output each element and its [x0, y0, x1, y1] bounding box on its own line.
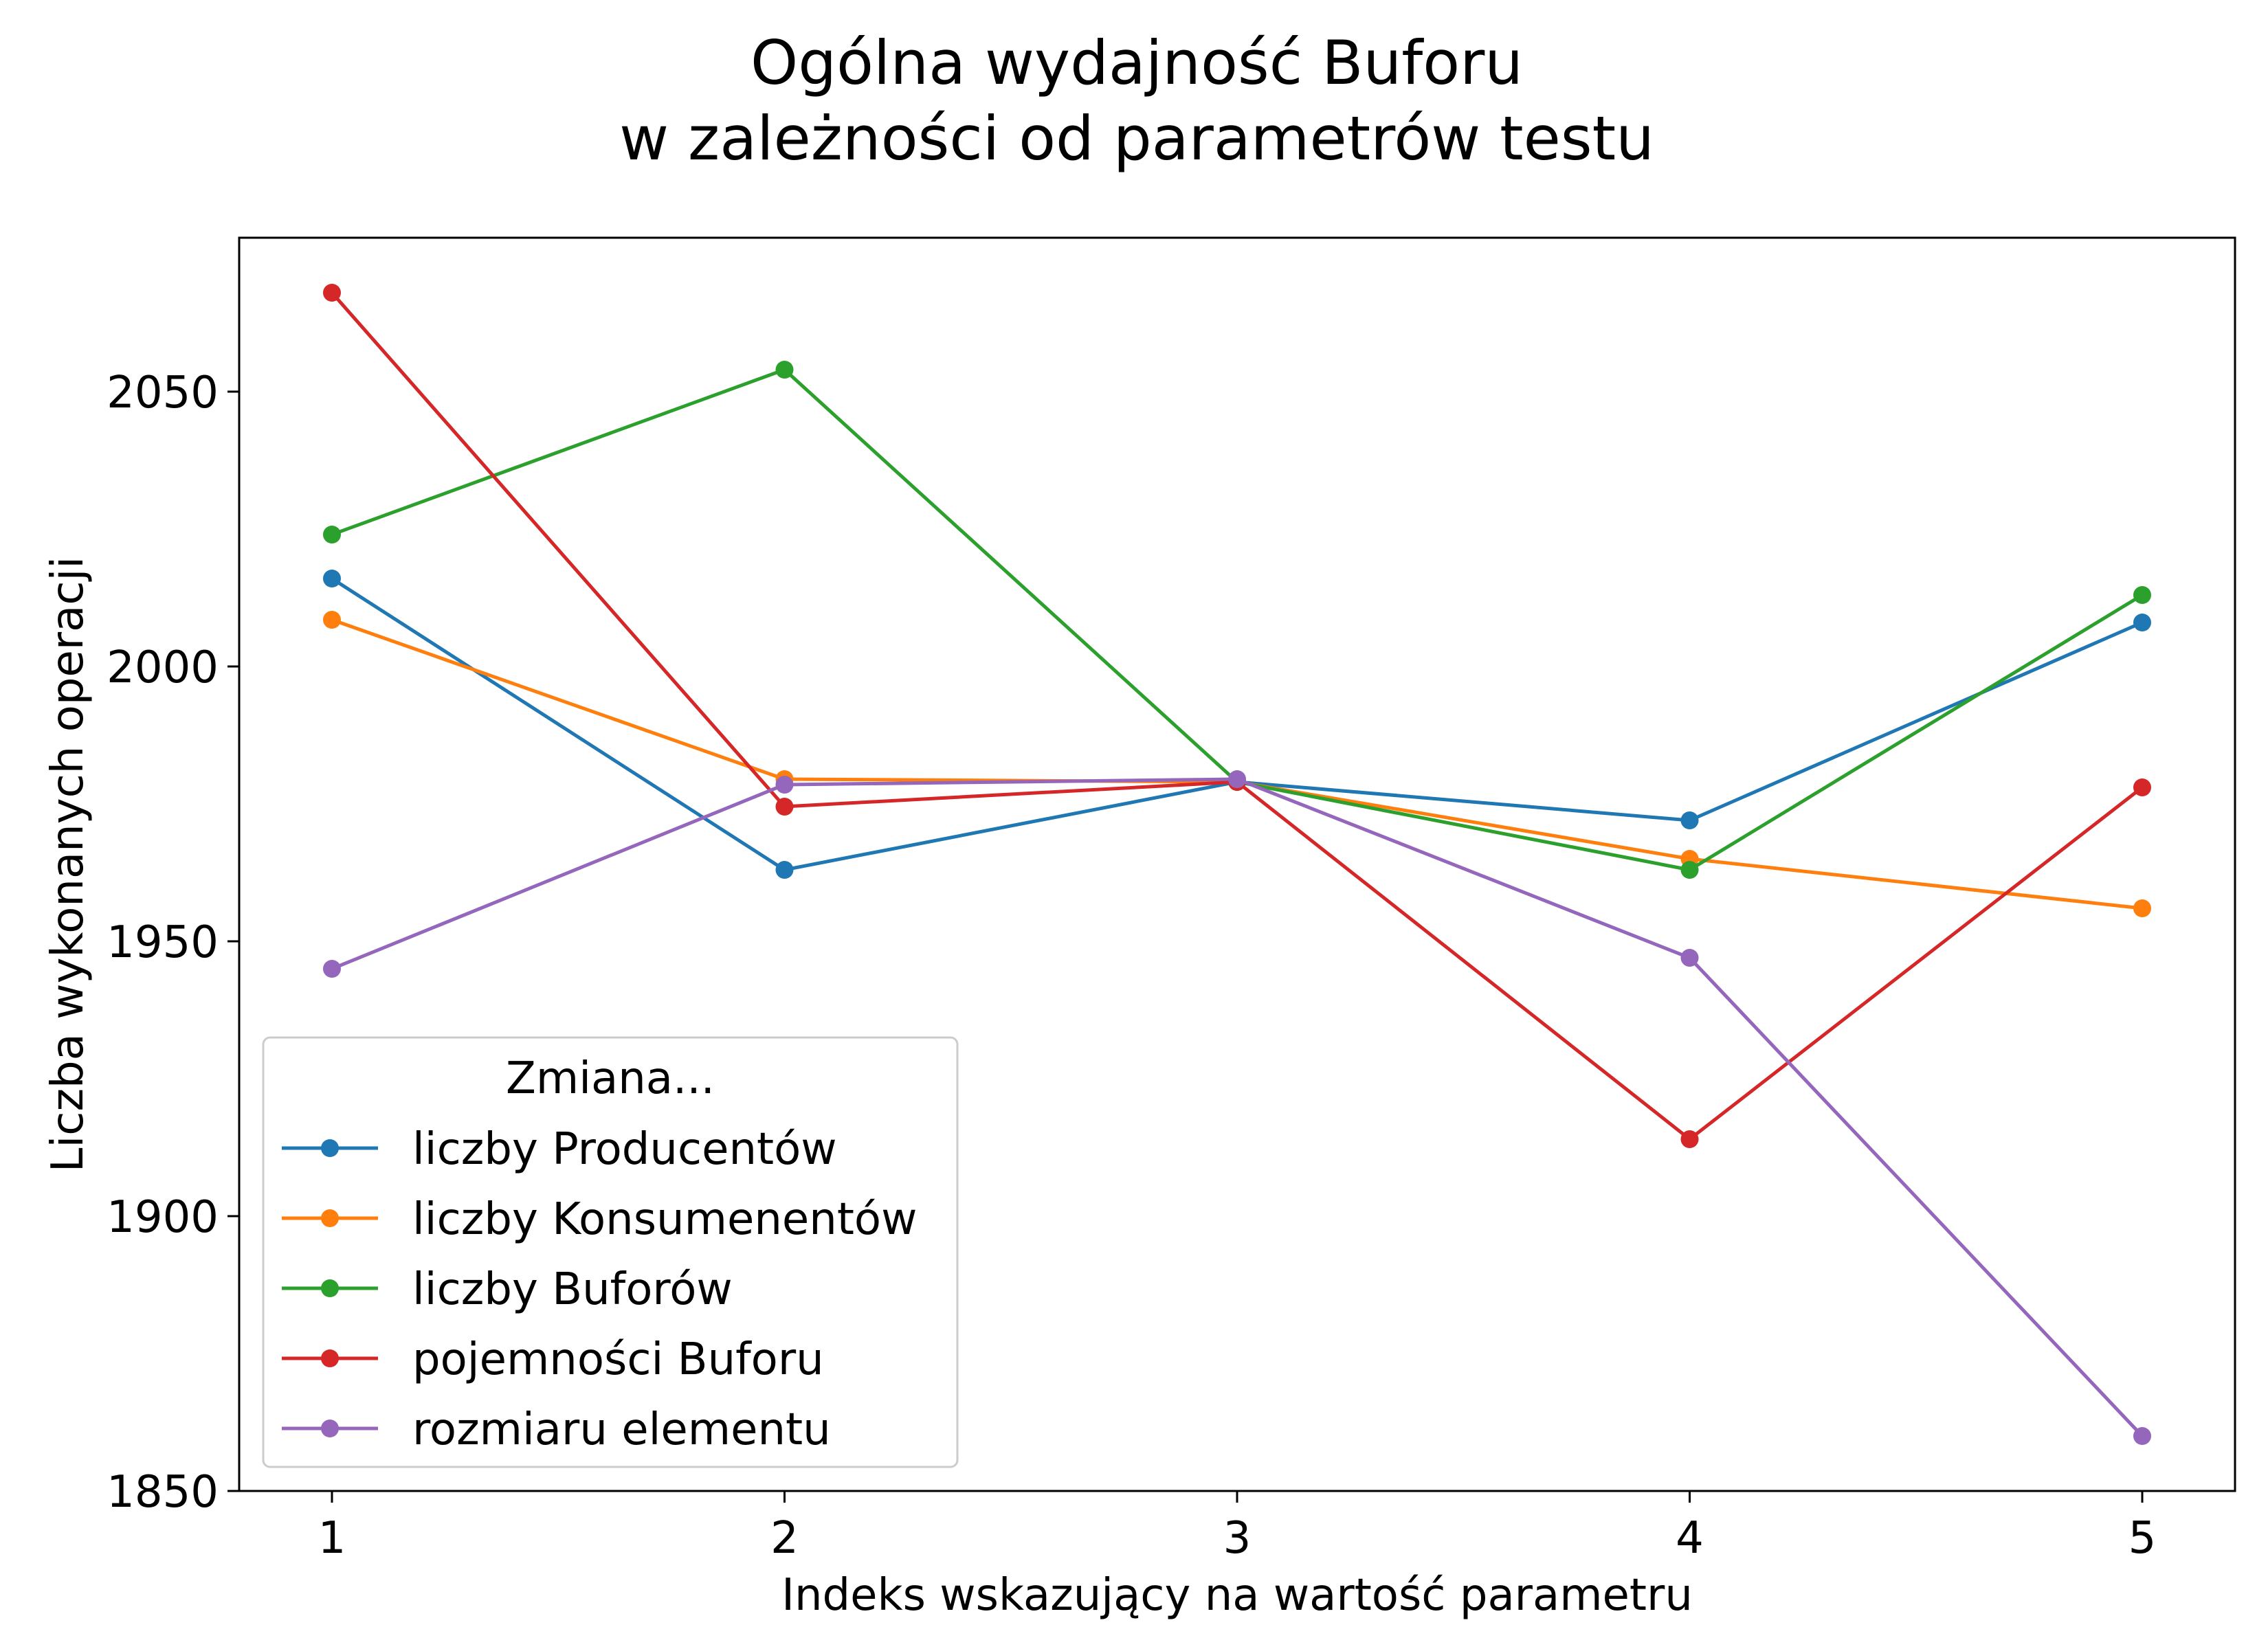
data-point [1680, 949, 1699, 967]
y-tick-label: 1950 [107, 917, 219, 968]
legend-swatch-marker [321, 1139, 339, 1157]
legend-label: liczby Konsumenentów [412, 1194, 917, 1245]
legend-entry: liczby Konsumenentów [282, 1194, 917, 1245]
y-tick-label: 1850 [107, 1467, 219, 1518]
data-point [775, 776, 794, 794]
chart-title-line-1: Ogólna wydajność Buforu [751, 27, 1523, 98]
x-tick-label: 5 [2128, 1513, 2157, 1564]
data-point [2133, 1427, 2152, 1445]
x-tick-label: 4 [1676, 1513, 1704, 1564]
plot-frame [238, 236, 2236, 1492]
data-point [322, 284, 341, 302]
data-point [2133, 778, 2152, 796]
legend-swatch-marker [321, 1279, 339, 1297]
plot-series [322, 284, 2152, 1445]
legend: Zmiana... liczby Producentów liczby Konsu… [262, 1036, 959, 1468]
legend-entry: rozmiaru elementu [282, 1404, 831, 1455]
data-point [1228, 770, 1246, 788]
chart-title-line-2: w zależności od parametrów testu [619, 103, 1654, 174]
data-point [2133, 586, 2152, 604]
legend-swatch-marker [321, 1349, 339, 1367]
y-tick-label: 2000 [107, 642, 219, 693]
y-tick-label: 2050 [107, 368, 219, 418]
data-point [322, 526, 341, 543]
data-point [2133, 614, 2152, 631]
x-tick-label: 1 [318, 1513, 346, 1564]
legend-label: liczby Buforów [412, 1264, 733, 1315]
y-tick-label: 1900 [107, 1192, 219, 1243]
legend-entry: pojemności Buforu [282, 1334, 824, 1385]
x-tick-label: 2 [770, 1513, 799, 1564]
y-axis-label: Liczba wykonanych operacji [43, 557, 93, 1172]
x-tick-label: 3 [1223, 1513, 1252, 1564]
legend-swatch-marker [321, 1420, 339, 1437]
axis-ticks: 1 2 3 4 5 1850 1900 1950 2000 2050 [107, 368, 2156, 1564]
legend-entries: liczby Producentów liczby Konsumenentów li… [282, 1124, 917, 1455]
series-5 [322, 770, 2152, 1445]
data-point [1680, 861, 1699, 879]
data-point [2133, 899, 2152, 917]
data-point [1680, 1130, 1699, 1148]
data-point [322, 570, 341, 587]
data-point [322, 611, 341, 629]
data-point [775, 861, 794, 879]
data-point [322, 960, 341, 978]
legend-label: liczby Producentów [412, 1124, 837, 1175]
legend-title: Zmiana... [506, 1053, 715, 1104]
legend-box [262, 1036, 959, 1468]
legend-label: pojemności Buforu [412, 1334, 824, 1385]
x-axis-label: Indeks wskazujący na wartość parametru [781, 1570, 1693, 1621]
legend-swatch-marker [321, 1209, 339, 1227]
legend-entry: liczby Producentów [282, 1124, 837, 1175]
data-point [775, 361, 794, 379]
data-point [1680, 811, 1699, 829]
legend-label: rozmiaru elementu [412, 1404, 831, 1455]
legend-entry: liczby Buforów [282, 1264, 733, 1315]
data-point [775, 798, 794, 816]
